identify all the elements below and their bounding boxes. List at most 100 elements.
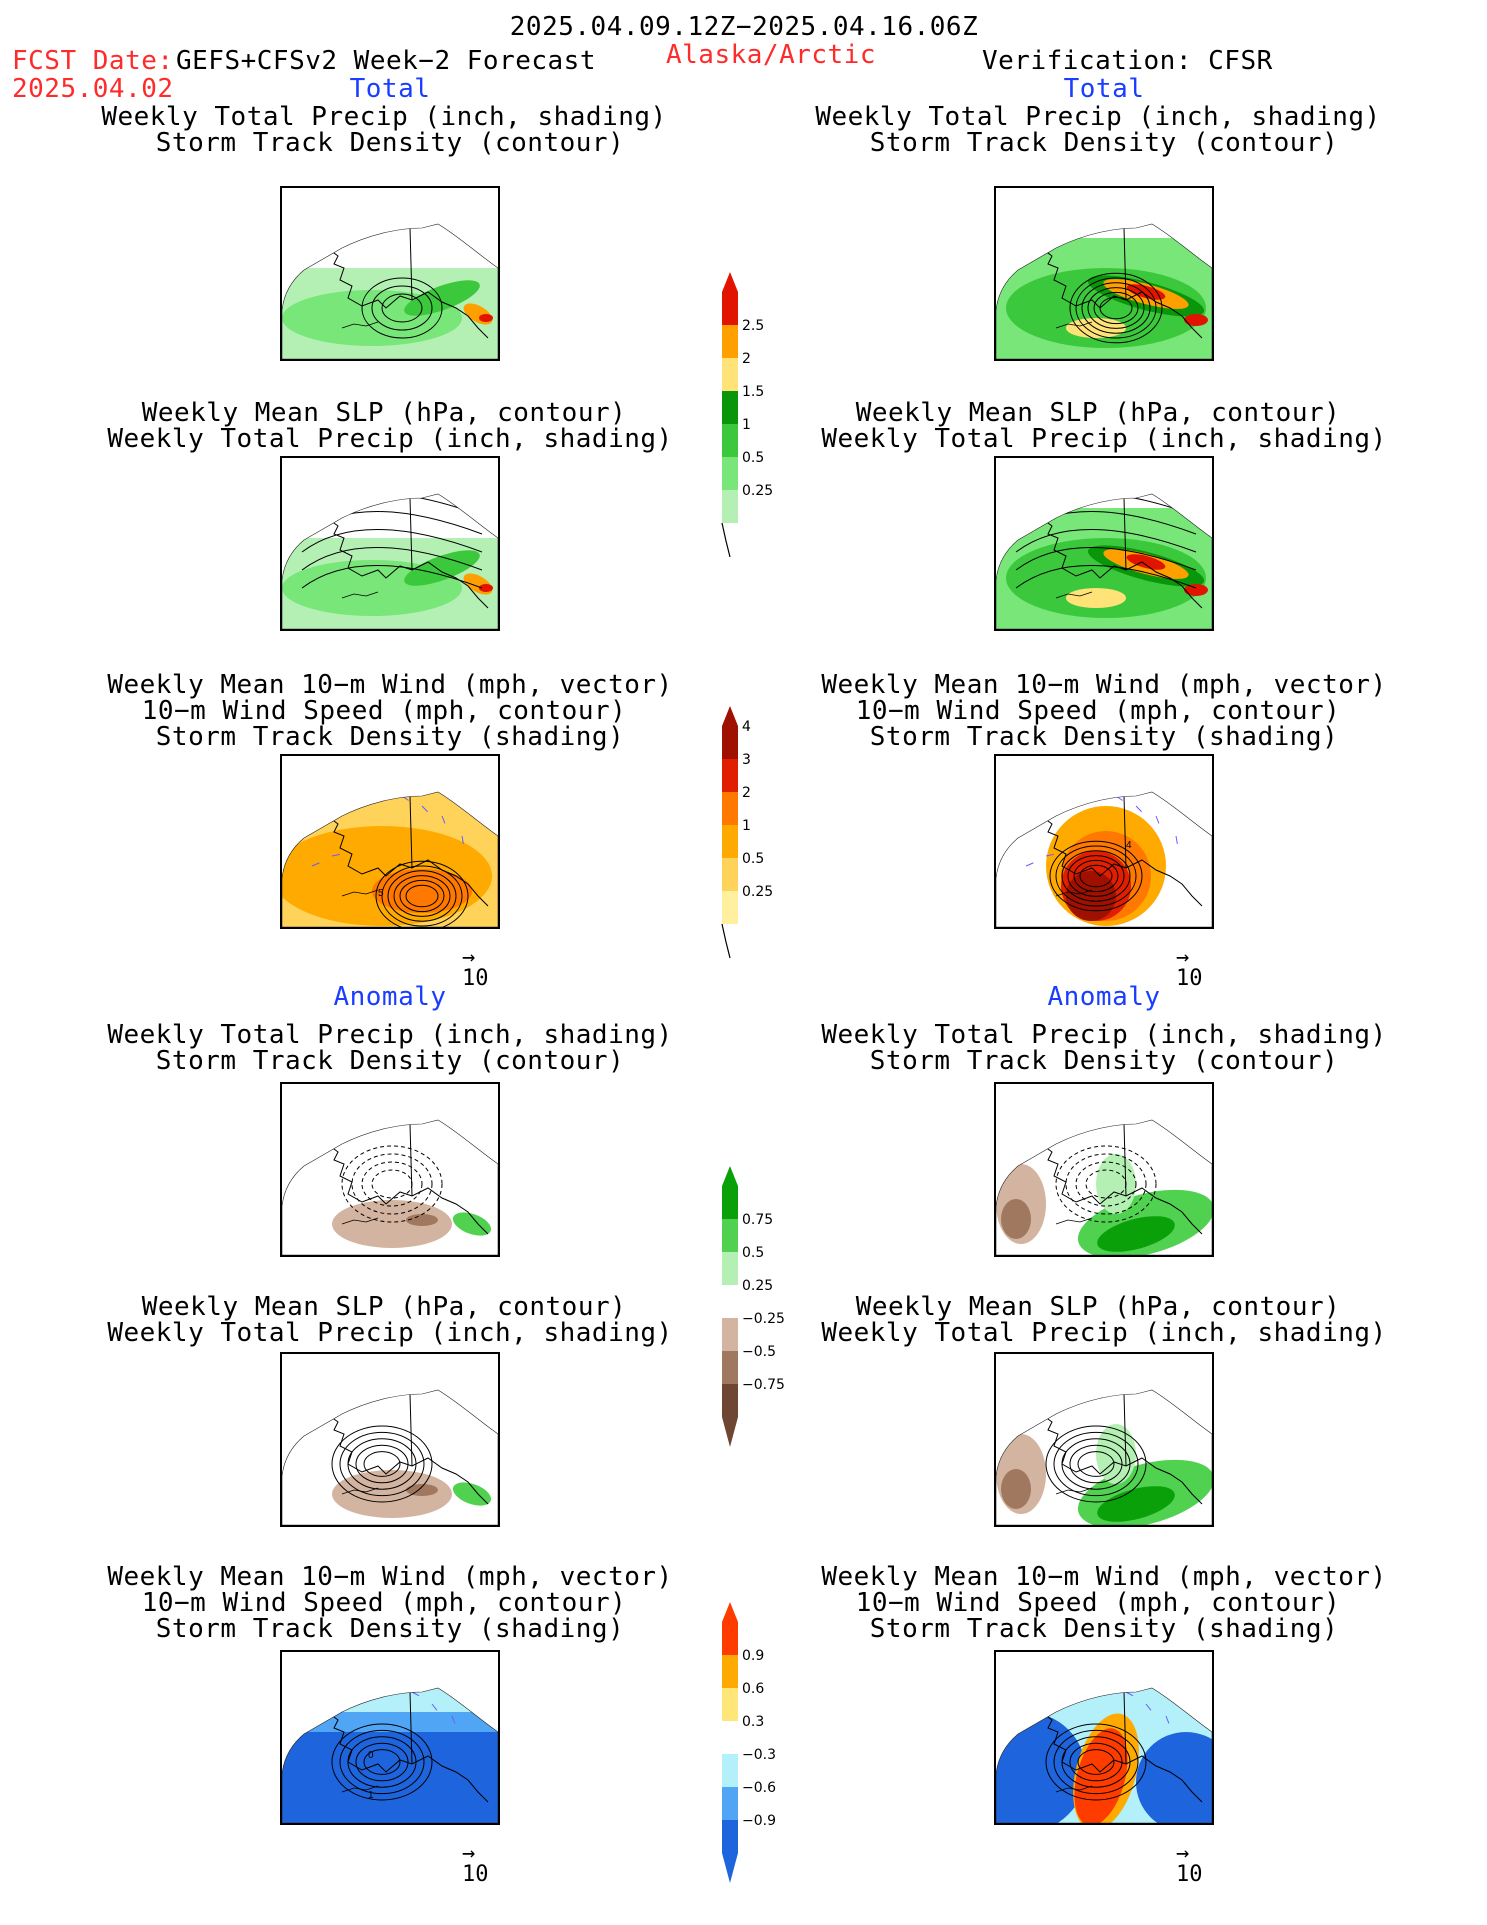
precip-fill [404,280,480,316]
domain-outline [282,791,498,927]
storm-anomaly-fill [996,1712,1086,1823]
colorbar-anom-precip: −0.75 −0.5 −0.25 0.25 0.5 0.75 [718,1162,788,1448]
wind-vector [1045,853,1054,857]
colorbar-top-triangle [722,706,738,726]
colorbar-segment [722,1285,738,1318]
title-r6-line3: Storm Track Density (shading) [869,1614,1339,1644]
aleutian-chain [1055,889,1093,897]
storm-density-contour [1069,272,1163,344]
title-r5-line1: Weekly Mean SLP (hPa, contour) [855,1292,1341,1322]
fcst-date-value: 2025.04.02 [12,74,174,104]
aleutian-chain [341,321,379,329]
border-line [409,227,413,301]
wind-vector [1076,780,1084,782]
map-cfsr-anom-wind-storm [994,1650,1214,1825]
colorbar-segment [722,1318,738,1351]
wind-speed-contour [381,865,463,927]
storm-density-contour [1093,291,1139,325]
section-anomaly-left: Anomaly [333,982,447,1012]
wind-vector [451,1715,456,1724]
border-line [1123,1393,1127,1467]
storm-density-contour [1081,282,1151,334]
colorbar-tick-label: 0.25 [742,884,773,900]
isobar-line [301,494,483,517]
wind-vector [372,1678,380,1680]
north-coastline [1053,792,1125,797]
wind-vector [1155,815,1160,824]
isobar-line [1077,1451,1115,1477]
precip-anomaly-fill [1097,1216,1175,1252]
title-r6-line2: 10−m Wind Speed (mph, contour) [855,1588,1341,1618]
coastline [321,1713,489,1803]
precip-fill [479,584,493,592]
wind-speed-contour [399,879,445,913]
colorbar-tick-label: 0.6 [742,1681,764,1697]
map-fcst-total-precip-storm [280,186,500,361]
coastline [321,519,489,609]
storm-density-contour [1055,1145,1157,1223]
storm-fill [282,792,362,806]
aleutian-chain [341,1217,379,1225]
title-l6-line2: 10−m Wind Speed (mph, contour) [141,1588,627,1618]
coastline [1035,1713,1203,1803]
colorbar-tick-label: −0.5 [742,1344,776,1360]
map-domain [996,1120,1212,1255]
map-domain [996,224,1212,359]
wind-vector [1066,1672,1073,1675]
isobar-line [1061,1438,1131,1490]
title-r2-line1: Weekly Mean SLP (hPa, contour) [855,398,1341,428]
colorbar-segment [722,1622,738,1655]
north-coastline [339,224,411,229]
colorbar-tick-label: 0.5 [742,851,764,867]
aleutian-chain [1055,321,1093,329]
colorbar-segment [722,424,738,457]
coastline [321,1145,489,1235]
storm-anomaly-fill [1136,1732,1212,1823]
wind-speed-contour [393,875,451,917]
precip-anomaly-fill [452,1212,492,1236]
wind-vector [421,805,428,813]
border-line [409,1393,413,1467]
title-l2-line2: Weekly Total Precip (inch, shading) [107,424,673,454]
title-l3-line3: Storm Track Density (shading) [155,722,625,752]
north-coastline [1053,1688,1125,1693]
colorbar-tick-label: 1.5 [742,384,764,400]
domain-outline [282,1389,498,1525]
colorbar-segment [722,1787,738,1820]
title-r3-line3: Storm Track Density (shading) [869,722,1339,752]
precip-fill [404,550,480,586]
colorbar-tail [721,923,731,959]
wind-speed-contour [1079,864,1113,888]
aleutian-chain [341,889,379,897]
title-l6-line1: Weekly Mean 10−m Wind (mph, vector) [107,1562,673,1592]
wind-speed-contour [363,1749,401,1775]
colorbar-segment [722,792,738,825]
wind-vector [331,853,340,857]
isobar-line [363,1451,401,1477]
wind-vector [352,1672,359,1675]
colorbar-segment [722,759,738,792]
precip-anomaly-fill [1097,1486,1175,1522]
storm-density-contour [381,293,423,323]
colorbar-tick-label: −0.25 [742,1311,785,1327]
title-l1-line1: Weekly Total Precip (inch, shading) [101,102,667,132]
domain-outline [996,223,1212,359]
wind-vector [1106,1682,1114,1683]
storm-density-contour [1075,277,1157,339]
map-domain [282,494,498,629]
isobar-line [1015,565,1197,589]
domain-outline [996,1687,1212,1823]
colorbar-segment [722,1384,738,1417]
storm-fill [372,869,472,913]
north-coastline [1053,1120,1125,1125]
wind-speed-contour [1055,845,1137,907]
colorbar-segment [722,457,738,490]
title-r3-line1: Weekly Mean 10−m Wind (mph, vector) [821,670,1387,700]
section-total-right: Total [1063,74,1145,104]
wind-vector [1135,805,1142,813]
colorbar-segment [722,325,738,358]
isobar-line [301,529,483,553]
colorbar-tick-label: 0.9 [742,1648,764,1664]
domain-outline [282,493,498,629]
